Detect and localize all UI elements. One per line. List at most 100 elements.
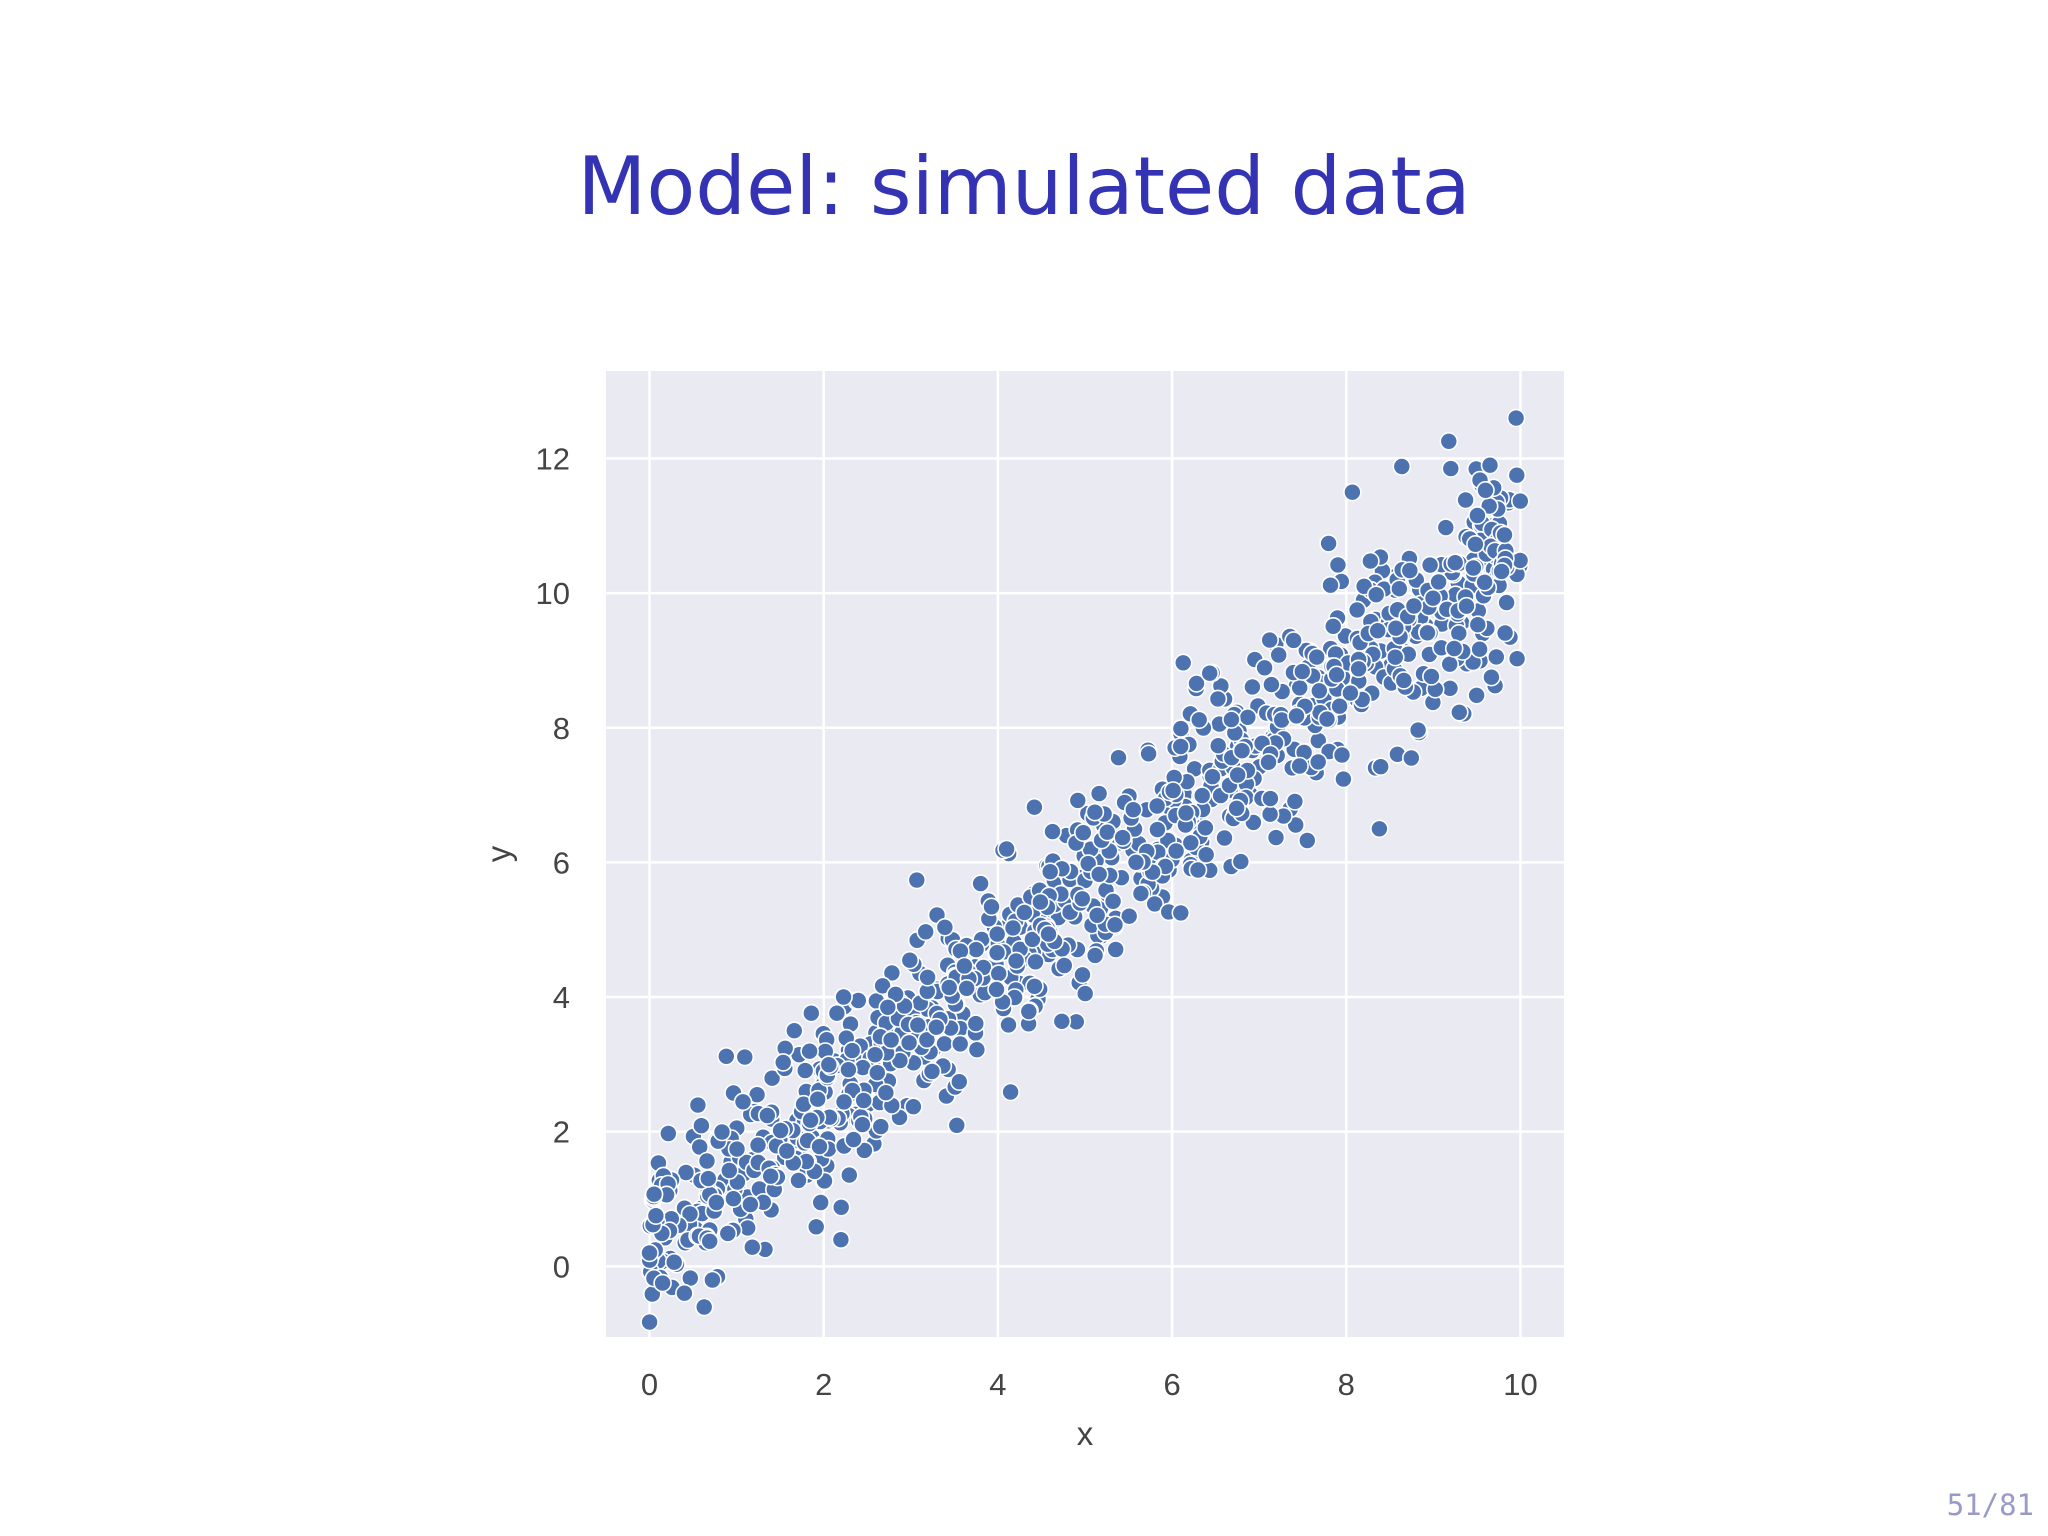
data-point xyxy=(716,1047,736,1066)
data-point xyxy=(811,1193,831,1212)
data-point xyxy=(1215,828,1234,848)
data-point xyxy=(1368,621,1387,641)
data-point xyxy=(1495,525,1514,545)
data-point xyxy=(718,1224,738,1243)
data-point xyxy=(1492,562,1511,581)
data-point xyxy=(1173,653,1193,673)
data-point xyxy=(1450,702,1469,722)
data-point xyxy=(1085,946,1105,965)
data-point xyxy=(827,1003,847,1023)
data-point xyxy=(950,1034,970,1054)
data-point xyxy=(1196,818,1215,838)
x-tick-labels: 0 2 4 6 8 10 xyxy=(641,1367,1538,1402)
data-point xyxy=(1269,645,1288,665)
data-point xyxy=(1394,671,1414,690)
data-point xyxy=(1468,615,1488,635)
data-point xyxy=(1196,845,1216,865)
y-tick-label: 4 xyxy=(553,980,570,1015)
data-point xyxy=(676,1163,696,1182)
data-point xyxy=(698,1169,718,1188)
data-point xyxy=(1457,596,1476,616)
y-tick-label: 8 xyxy=(553,711,570,746)
data-point xyxy=(1124,800,1143,820)
data-point xyxy=(854,1091,874,1110)
data-point xyxy=(1113,828,1132,847)
data-point xyxy=(1402,748,1421,768)
data-point xyxy=(999,1015,1018,1035)
data-point xyxy=(1260,804,1280,824)
data-point xyxy=(947,1116,967,1135)
data-point xyxy=(1181,833,1201,853)
data-point xyxy=(1317,709,1337,729)
data-point xyxy=(1422,667,1441,686)
data-point xyxy=(966,940,986,959)
data-point xyxy=(1418,623,1437,643)
data-point xyxy=(771,1121,790,1140)
data-point xyxy=(1392,457,1412,476)
data-point xyxy=(1456,490,1475,510)
data-point xyxy=(939,978,959,997)
y-tick-label: 0 xyxy=(553,1249,570,1284)
data-point xyxy=(819,1055,839,1074)
data-point xyxy=(1222,710,1241,729)
data-point xyxy=(1361,551,1380,571)
data-point xyxy=(1001,1082,1020,1102)
data-point xyxy=(1043,822,1062,841)
data-point xyxy=(834,1092,854,1112)
data-point xyxy=(735,1047,755,1067)
data-point xyxy=(1507,649,1527,669)
data-point xyxy=(1078,854,1098,873)
data-point xyxy=(653,1273,672,1293)
data-point xyxy=(971,874,990,893)
data-point xyxy=(801,1003,821,1023)
data-point xyxy=(899,1033,919,1053)
data-point xyxy=(900,950,920,970)
data-point xyxy=(806,1217,826,1237)
data-point xyxy=(1019,1002,1039,1021)
data-point xyxy=(1139,744,1158,764)
data-point xyxy=(1089,784,1109,803)
data-point xyxy=(1445,553,1465,573)
data-point xyxy=(1074,823,1093,843)
data-point xyxy=(878,997,898,1017)
grid-lines xyxy=(606,371,1564,1337)
data-point xyxy=(1006,951,1026,971)
x-tick-label: 10 xyxy=(1503,1367,1537,1402)
data-point xyxy=(1119,906,1139,926)
data-point xyxy=(1284,631,1303,650)
data-point xyxy=(873,976,892,996)
data-point xyxy=(1055,956,1074,975)
data-point xyxy=(680,1204,700,1224)
data-point xyxy=(1511,491,1530,511)
data-point xyxy=(1163,781,1183,800)
data-point xyxy=(1025,797,1044,817)
data-point xyxy=(1349,659,1368,679)
data-point xyxy=(1475,572,1494,592)
x-tick-label: 8 xyxy=(1338,1367,1355,1402)
data-point xyxy=(1371,757,1390,777)
data-point xyxy=(982,897,1001,917)
data-point xyxy=(908,1015,928,1035)
data-point xyxy=(1429,572,1448,592)
data-point xyxy=(1203,767,1222,787)
data-point xyxy=(1307,647,1326,667)
data-point xyxy=(1039,924,1058,944)
data-point xyxy=(1208,736,1228,756)
data-point xyxy=(1148,820,1167,839)
data-point xyxy=(1323,616,1343,636)
data-point xyxy=(1366,585,1386,605)
data-point xyxy=(1341,683,1360,703)
data-point xyxy=(762,1068,782,1088)
data-point xyxy=(1321,575,1340,595)
data-point xyxy=(795,1061,815,1080)
data-point xyxy=(916,922,936,942)
data-point xyxy=(1200,663,1219,683)
data-point xyxy=(658,1124,678,1143)
data-point xyxy=(1166,841,1186,861)
data-point xyxy=(1449,623,1469,643)
data-point xyxy=(1259,752,1278,772)
data-point xyxy=(1370,819,1389,839)
data-point xyxy=(1347,600,1367,620)
data-point xyxy=(1109,748,1128,768)
